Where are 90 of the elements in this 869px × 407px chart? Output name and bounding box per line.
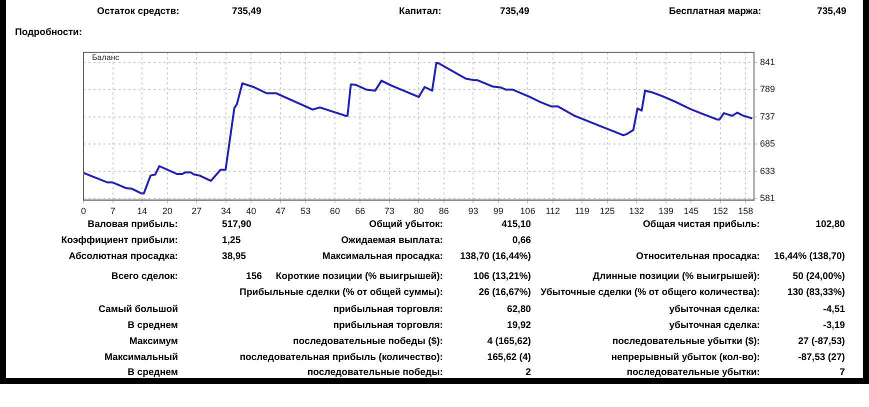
text: прибыльная торговля: [333,320,443,332]
text: 106 (13,21%) [473,271,531,283]
text: Длинные позиции (% выигрышей): [592,271,760,283]
y-tick-label: 789 [760,84,776,94]
annotation: Баланс [92,52,120,64]
text: 138,70 (16,44%) [460,251,531,263]
text: Подробности: [15,27,82,39]
text: последовательные победы ($): [292,336,443,348]
text: прибыльная торговля: [333,304,443,316]
text: 50 (24,00%) [792,271,845,283]
text: Абсолютная просадка: [68,251,178,263]
text: последовательные убытки: [626,367,760,379]
x-tick-label: 139 [658,206,674,216]
text: В среднем [128,320,178,332]
x-tick-label: 66 [355,206,366,216]
x-tick-label: 20 [162,206,172,216]
text: 62,80 [506,304,531,316]
text: 735,49 [817,6,846,18]
x-tick-label: 112 [546,206,560,216]
text: 2 [526,367,531,379]
text: Остаток средств: [97,6,180,18]
x-tick-label: 73 [384,206,394,216]
text: -87,53 (27) [798,352,845,364]
text: 735,49 [500,6,530,18]
text: 130 (83,33%) [787,287,845,299]
y-tick-label: 841 [760,56,776,67]
x-tick-label: 0 [80,206,86,216]
y-tick-label: 685 [760,138,776,149]
y-tick-label: 633 [760,166,776,176]
text: Коэффициент прибыли: [61,235,178,247]
text: последовательная прибыль (количество): [240,352,443,364]
x-tick-label: 80 [414,206,424,216]
x-tick-label: 34 [220,206,231,216]
text: последовательные убытки ($): [612,336,760,348]
x-tick-label: 93 [468,206,478,216]
x-tick-label: 119 [574,206,590,216]
x-tick-label: 14 [137,206,148,216]
x-tick-label: 158 [738,206,754,216]
x-tick-label: 7 [110,206,116,216]
x-tick-label: 125 [600,206,615,216]
text: 165,62 (4) [487,352,531,364]
text: Общий убыток: [369,219,443,231]
x-tick-label: 86 [438,206,449,216]
text: Самый большой [98,304,178,316]
text: Прибыльные сделки (% от общей суммы): [240,287,443,299]
text: Максимальный [104,352,178,364]
text: 102,80 [816,219,845,231]
text: Ожидаемая выплата: [341,235,443,247]
text: Всего сделок: [111,271,178,283]
text: последовательные победы: [307,367,443,379]
y-tick-label: 581 [760,193,776,204]
x-tick-label: 152 [712,206,728,216]
text: непрерывный убыток (кол-во): [611,352,760,364]
x-tick-label: 99 [493,206,504,216]
text: 38,95 [222,251,246,263]
x-tick-label: 27 [192,206,202,216]
text: Относительная просадка: [636,251,760,263]
text: Убыточные сделки (% от общего количества): [540,287,760,299]
text: 156 [246,271,262,283]
text: Бесплатная маржа: [669,6,762,18]
text: 0,66 [512,235,531,247]
text: 26 (16,67%) [478,287,531,299]
text: 735,49 [232,6,262,18]
text: Капитал: [399,6,442,18]
text: Валовая прибыль: [88,219,178,231]
text: Максимум [129,336,178,348]
x-tick-label: 53 [300,206,311,216]
x-tick-label: 47 [275,206,286,216]
text: 7 [840,367,845,379]
text: 27 (-87,53) [798,336,845,348]
text: 19,92 [506,320,531,332]
text: 1,25 [222,235,241,247]
text: Короткие позиции (% выигрышей): [276,271,443,283]
text: убыточная сделка: [669,320,760,332]
text: убыточная сделка: [669,304,760,316]
text: Максимальная просадка: [322,251,443,263]
x-tick-label: 132 [629,206,644,216]
x-tick-label: 60 [330,206,340,216]
text: 415,10 [502,219,531,231]
text: В среднем [128,367,178,379]
text: 517,90 [222,219,252,231]
x-tick-label: 145 [684,206,699,216]
y-tick-label: 737 [760,111,776,122]
text: 16,44% (138,70) [774,251,845,263]
text: Общая чистая прибыль: [642,219,760,231]
text: 4 (165,62) [487,336,531,348]
text: -4,51 [823,304,845,316]
x-tick-label: 40 [246,206,256,216]
text: -3,19 [823,320,845,332]
x-tick-label: 106 [520,206,536,216]
